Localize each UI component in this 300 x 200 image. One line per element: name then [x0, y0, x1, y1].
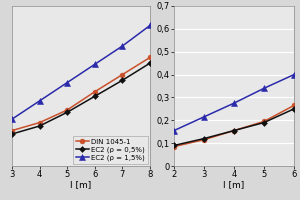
DIN 1045-1: [262, 120, 266, 123]
EC2 (ρ = 1,5%): [93, 63, 97, 65]
EC2 (ρ = 1,5%): [172, 129, 176, 132]
DIN 1045-1: [172, 145, 176, 148]
EC2 (ρ = 1,5%): [38, 100, 41, 102]
DIN 1045-1: [121, 73, 124, 76]
EC2 (ρ = 1,5%): [10, 118, 14, 120]
Legend: DIN 1045-1, EC2 (ρ = 0,5%), EC2 (ρ = 1,5%): DIN 1045-1, EC2 (ρ = 0,5%), EC2 (ρ = 1,5…: [73, 136, 148, 164]
EC2 (ρ = 0,5%): [10, 133, 14, 135]
Line: EC2 (ρ = 1,5%): EC2 (ρ = 1,5%): [8, 22, 154, 123]
EC2 (ρ = 0,5%): [38, 125, 41, 127]
DIN 1045-1: [93, 91, 97, 93]
X-axis label: l [m]: l [m]: [70, 181, 92, 190]
Line: DIN 1045-1: DIN 1045-1: [172, 103, 296, 149]
DIN 1045-1: [148, 56, 152, 59]
DIN 1045-1: [202, 139, 206, 141]
EC2 (ρ = 1,5%): [121, 45, 124, 47]
EC2 (ρ = 0,5%): [121, 79, 124, 81]
EC2 (ρ = 1,5%): [232, 102, 236, 104]
DIN 1045-1: [65, 109, 69, 111]
EC2 (ρ = 0,5%): [232, 129, 236, 132]
EC2 (ρ = 1,5%): [148, 24, 152, 27]
DIN 1045-1: [10, 129, 14, 132]
EC2 (ρ = 0,5%): [172, 144, 176, 147]
EC2 (ρ = 1,5%): [292, 73, 296, 76]
X-axis label: l [m]: l [m]: [224, 181, 244, 190]
Line: EC2 (ρ = 0,5%): EC2 (ρ = 0,5%): [172, 107, 296, 148]
EC2 (ρ = 0,5%): [292, 108, 296, 110]
EC2 (ρ = 1,5%): [202, 116, 206, 118]
DIN 1045-1: [292, 104, 296, 107]
EC2 (ρ = 0,5%): [65, 111, 69, 113]
EC2 (ρ = 0,5%): [148, 62, 152, 64]
EC2 (ρ = 0,5%): [262, 121, 266, 124]
EC2 (ρ = 1,5%): [65, 81, 69, 84]
EC2 (ρ = 1,5%): [262, 87, 266, 89]
Line: DIN 1045-1: DIN 1045-1: [10, 55, 152, 133]
EC2 (ρ = 0,5%): [93, 95, 97, 97]
EC2 (ρ = 0,5%): [202, 137, 206, 140]
Line: EC2 (ρ = 0,5%): EC2 (ρ = 0,5%): [10, 61, 152, 136]
Line: EC2 (ρ = 1,5%): EC2 (ρ = 1,5%): [170, 71, 298, 134]
DIN 1045-1: [232, 129, 236, 132]
DIN 1045-1: [38, 121, 41, 124]
